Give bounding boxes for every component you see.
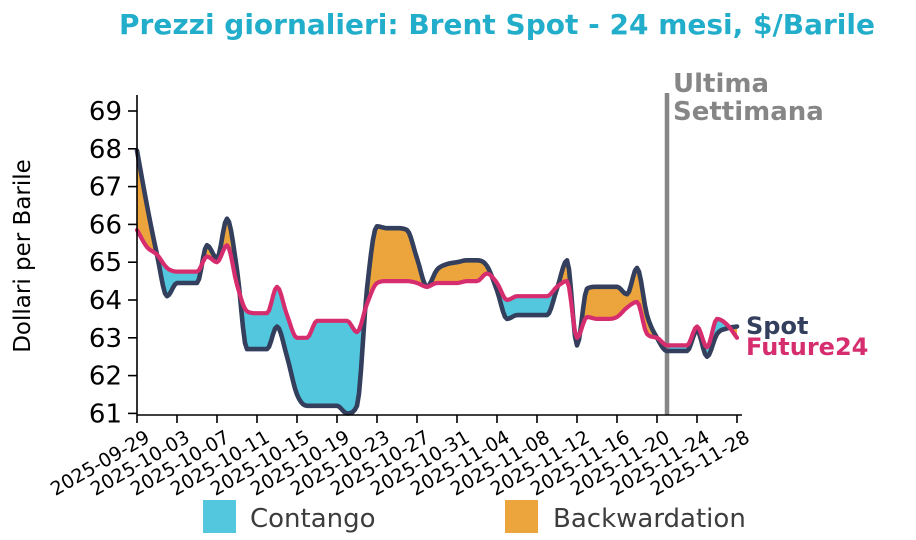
y-tick-label: 66	[89, 210, 122, 240]
y-tick-label: 65	[89, 248, 122, 278]
backwardation-legend-swatch	[505, 500, 538, 533]
legend: Contango Backwardation	[203, 500, 746, 534]
x-axis-ticks: 2025-09-292025-10-032025-10-072025-10-11…	[47, 415, 754, 501]
y-tick-label: 62	[89, 362, 122, 392]
future24-series-label: Future24	[746, 333, 868, 361]
last-week-annotation-line2: Settimana	[673, 97, 824, 127]
y-axis-label: Dollari per Barile	[10, 159, 36, 353]
y-tick-label: 61	[89, 399, 122, 429]
future24-line	[134, 228, 740, 350]
chart-title: Prezzi giornalieri: Brent Spot - 24 mesi…	[119, 8, 875, 41]
backwardation-legend-label: Backwardation	[553, 504, 746, 534]
spot-series-label: Spot	[746, 312, 808, 340]
contango-legend-swatch	[203, 500, 236, 533]
spot-line	[134, 148, 740, 416]
y-axis-ticks: 61 62 63 64 65 66 67 68 69	[89, 97, 137, 429]
y-tick-label: 68	[89, 135, 122, 165]
y-tick-label: 67	[89, 173, 122, 203]
contango-legend-label: Contango	[250, 504, 376, 534]
y-tick-label: 69	[89, 97, 122, 127]
y-tick-label: 63	[89, 324, 122, 354]
y-tick-label: 64	[89, 286, 122, 316]
last-week-annotation-line1: Ultima	[673, 69, 769, 99]
backwardation-area	[137, 150, 737, 348]
